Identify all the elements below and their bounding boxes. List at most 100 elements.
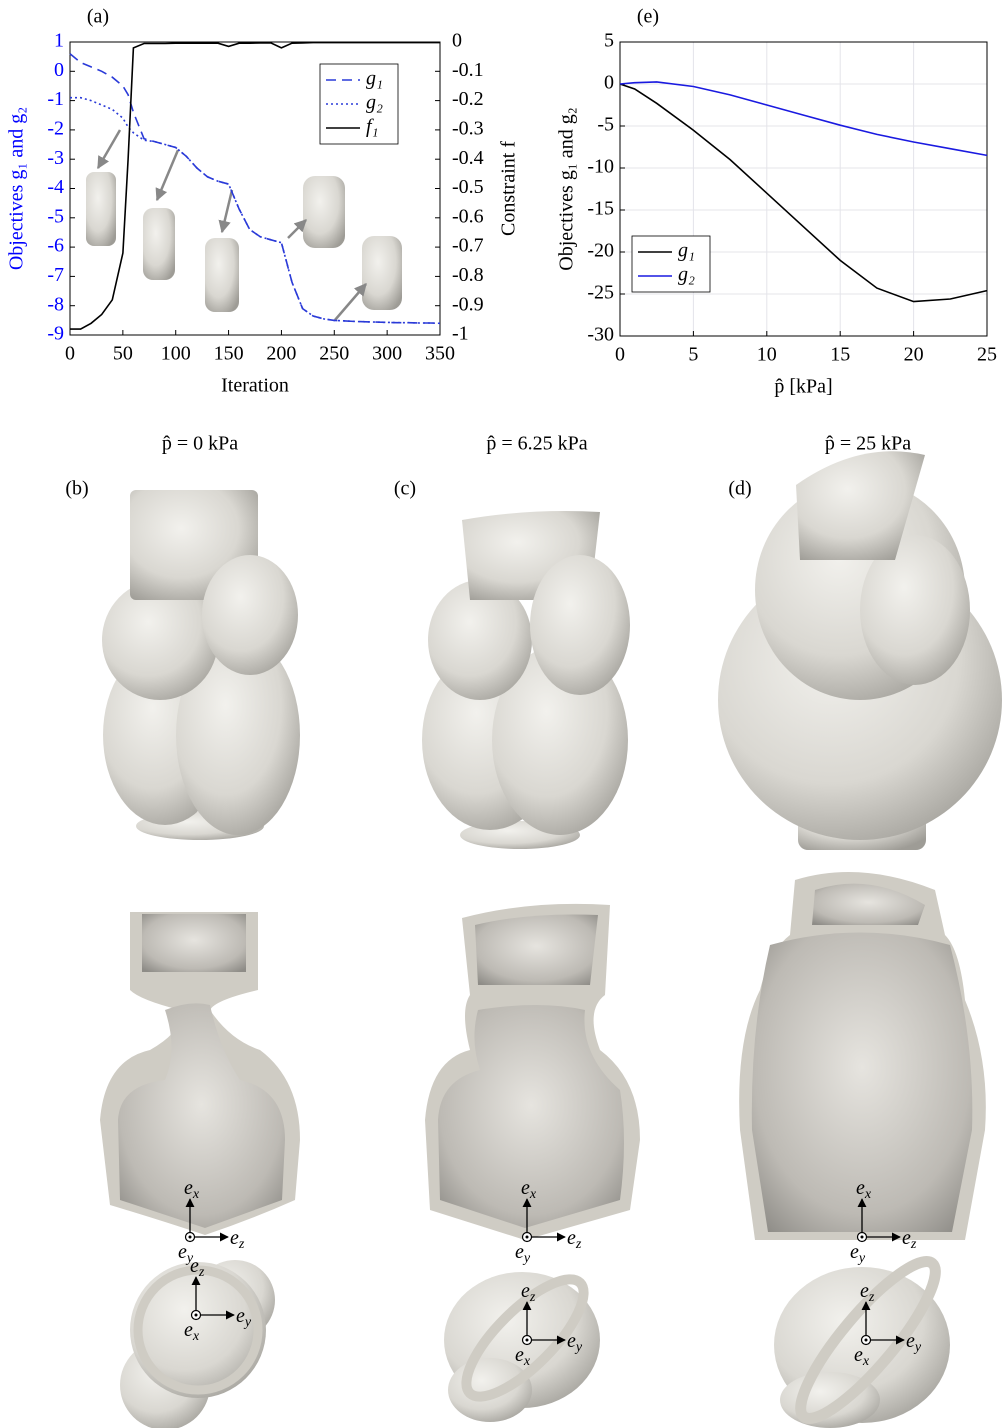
axis-symbol-base: e (230, 1227, 239, 1249)
x-tick-label: 250 (319, 343, 349, 365)
axis-symbol: ey (850, 1241, 866, 1267)
y-tick-label: -25 (587, 282, 614, 304)
axis-out-dot (189, 1236, 192, 1239)
render-full-b (102, 490, 300, 840)
y2-tick-label: -0.9 (452, 293, 484, 315)
axis-symbol-base: e (860, 1280, 869, 1302)
legend-box (632, 236, 710, 292)
axis-symbol-sub: x (864, 1187, 872, 1202)
legend-label: g₁ (366, 68, 383, 90)
series-line (620, 82, 987, 155)
axis-symbol-base: e (184, 1177, 193, 1199)
axis-symbol-base: e (184, 1319, 193, 1341)
axis-symbol-base: e (902, 1227, 911, 1249)
axis-symbol-base: e (567, 1330, 576, 1352)
axis-symbol-sub: x (192, 1329, 200, 1344)
x-axis-label: p̂ [kPa] (774, 376, 832, 398)
axis-out-dot (526, 1236, 529, 1239)
y-tick-label: 0 (54, 59, 64, 81)
x-tick-label: 10 (757, 344, 777, 366)
x-axis-label: Iteration (221, 375, 289, 397)
axis-symbol: ez (190, 1255, 205, 1281)
axis-symbol-sub: y (857, 1251, 866, 1266)
inset-renders (86, 130, 402, 320)
y2-axis-label: Constraint f (498, 141, 520, 236)
y2-tick-label: -0.7 (452, 235, 484, 257)
y-axis-label: Objectives g₁ and g₂ (556, 107, 578, 270)
axis-symbol-sub: z (910, 1237, 917, 1252)
legend-label: f₁ (366, 116, 379, 138)
y-tick-label: -3 (47, 147, 64, 169)
y-tick-label: -15 (587, 198, 614, 220)
y-tick-label: -6 (47, 235, 64, 257)
x-tick-label: 150 (214, 343, 244, 365)
y-tick-label: -5 (597, 114, 614, 136)
axis-symbol-base: e (906, 1330, 915, 1352)
axis-symbol-sub: z (575, 1237, 582, 1252)
pressure-label: p̂ = 25 kPa (825, 433, 911, 455)
panel-label: (d) (728, 478, 751, 500)
y2-tick-label: -0.2 (452, 88, 484, 110)
y-tick-label: -8 (47, 293, 64, 315)
axis-out-dot (865, 1339, 868, 1342)
y-tick-label: 5 (604, 30, 614, 52)
y-tick-label: -7 (47, 264, 64, 286)
axis-symbol-sub: y (574, 1340, 583, 1355)
y2-tick-label: -0.1 (452, 59, 484, 81)
legend-label: g₂ (678, 264, 695, 286)
page: exezeyexezeyexezeyezeyexezeyexezeyex 050… (0, 0, 1007, 1428)
legend-label: g₂ (366, 92, 383, 114)
axis-symbol-base: e (178, 1241, 187, 1263)
x-tick-label: 15 (830, 344, 850, 366)
panel-label: (b) (65, 478, 88, 500)
axis-symbol-base: e (236, 1305, 245, 1327)
axis-symbol-base: e (515, 1344, 524, 1366)
pressure-label: p̂ = 6.25 kPa (486, 433, 587, 455)
axis-symbol-base: e (850, 1241, 859, 1263)
chart-title: (a) (87, 6, 109, 28)
axis-symbol-sub: x (192, 1187, 200, 1202)
render-cut-b (100, 912, 300, 1235)
y-tick-label: 1 (54, 30, 64, 52)
y-tick-label: -4 (47, 176, 64, 198)
y-tick-label: -30 (587, 324, 614, 346)
y2-tick-label: -0.4 (452, 147, 484, 169)
y-tick-label: -9 (47, 323, 64, 345)
axis-symbol-sub: z (198, 1265, 205, 1280)
axis-symbol-sub: z (529, 1290, 536, 1305)
axis-symbol: ey (515, 1241, 531, 1267)
x-tick-label: 300 (372, 343, 402, 365)
y-tick-label: -20 (587, 240, 614, 262)
x-tick-label: 100 (161, 343, 191, 365)
y-tick-label: -10 (587, 156, 614, 178)
axis-out-dot (861, 1236, 864, 1239)
axis-symbol-sub: x (529, 1187, 537, 1202)
x-tick-label: 350 (425, 343, 455, 365)
y2-tick-label: -0.8 (452, 264, 484, 286)
render-full-c (422, 511, 630, 849)
chart-title: (e) (637, 6, 659, 28)
axis-symbol-sub: y (913, 1340, 922, 1355)
y-tick-label: -1 (47, 88, 64, 110)
y-axis-label: Objectives g₁ and g₂ (6, 107, 28, 270)
x-tick-label: 25 (977, 344, 997, 366)
y2-tick-label: -0.3 (452, 117, 484, 139)
y-tick-label: -2 (47, 117, 64, 139)
axis-symbol-sub: y (243, 1315, 252, 1330)
axis-symbol-sub: z (868, 1290, 875, 1305)
axis-symbol-base: e (521, 1177, 530, 1199)
axis-symbol: ez (567, 1227, 582, 1253)
y-tick-label: -5 (47, 205, 64, 227)
y2-tick-label: -0.5 (452, 176, 484, 198)
chart: 050100150200250300350-9-8-7-6-5-4-3-2-10… (6, 6, 520, 397)
x-tick-label: 20 (904, 344, 924, 366)
axis-out-dot (526, 1339, 529, 1342)
x-tick-label: 0 (65, 343, 75, 365)
panel-label: (c) (394, 478, 416, 500)
axis-symbol-sub: z (238, 1237, 245, 1252)
y2-tick-label: 0 (452, 30, 462, 52)
render-full-d (718, 451, 1002, 850)
x-tick-label: 50 (113, 343, 133, 365)
axis-symbol-base: e (854, 1344, 863, 1366)
